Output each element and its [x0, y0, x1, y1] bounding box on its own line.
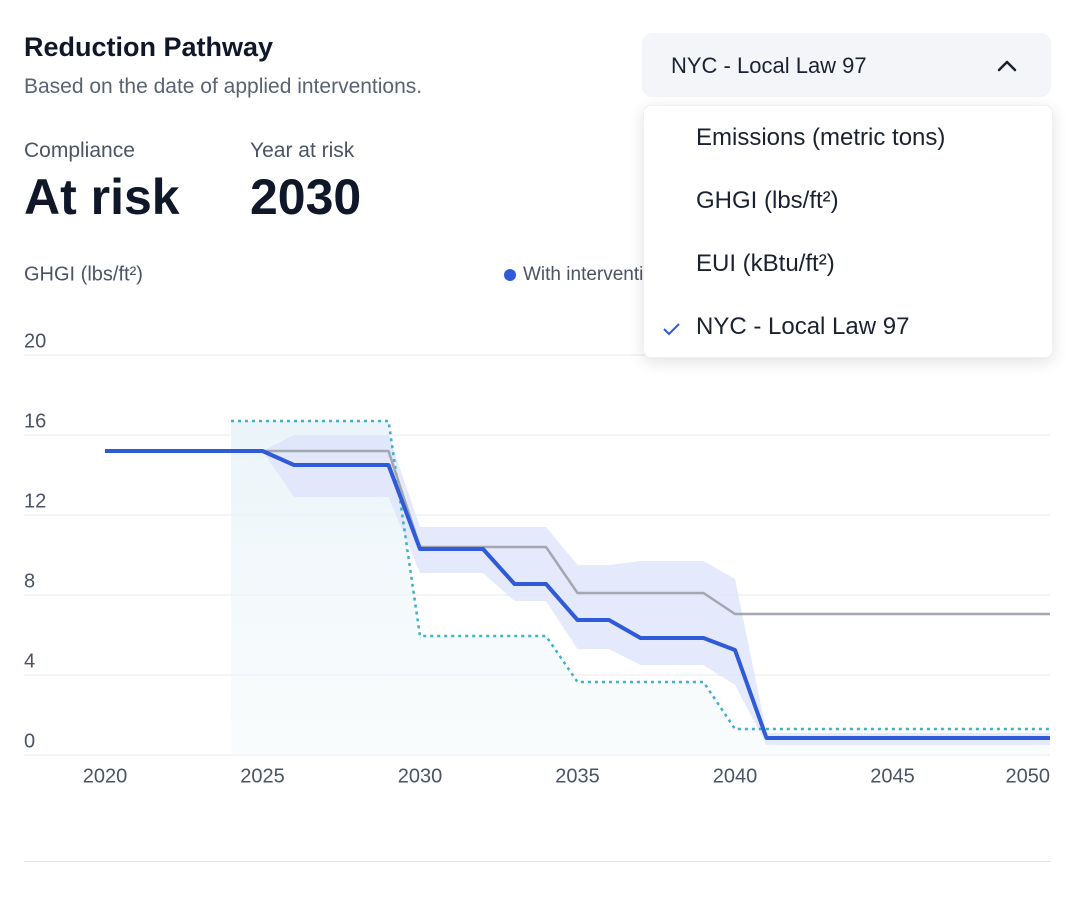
dropdown-option[interactable]: NYC - Local Law 97 [696, 313, 910, 340]
stat-value: At risk [24, 169, 180, 225]
x-tick-label: 2030 [398, 765, 443, 787]
uncertainty-band [262, 435, 1050, 745]
legend-label: With interventions [523, 264, 674, 285]
x-tick-label: 2020 [83, 765, 128, 787]
y-tick-label: 16 [24, 410, 46, 432]
y-tick-label: 12 [24, 490, 46, 512]
divider [24, 861, 1051, 862]
legend-marker [504, 269, 516, 281]
limit-area [231, 421, 1050, 755]
series-line [105, 449, 1050, 740]
x-tick-label: 2035 [555, 765, 600, 787]
dropdown-option[interactable]: Emissions (metric tons) [696, 124, 946, 151]
stat-value: 2030 [250, 169, 362, 225]
x-tick-label: 2025 [240, 765, 285, 787]
x-tick-label: 2050 [1006, 765, 1051, 787]
series-line [231, 419, 1050, 731]
title: Reduction Pathway [24, 32, 274, 62]
stat-label: Compliance [24, 139, 135, 162]
dropdown-option[interactable]: GHGI (lbs/ft²) [696, 187, 839, 214]
y-tick-label: 20 [24, 330, 46, 352]
y-tick-label: 8 [24, 570, 35, 592]
y-axis-label: GHGI (lbs/ft²) [24, 263, 143, 285]
series-line [105, 449, 1050, 616]
subtitle: Based on the date of applied interventio… [24, 75, 423, 98]
dropdown-option[interactable]: EUI (kBtu/ft²) [696, 250, 835, 277]
dropdown-button[interactable]: NYC - Local Law 97 [642, 33, 1051, 97]
dropdown-menu: Emissions (metric tons) GHGI (lbs/ft²) EUI… [643, 105, 1053, 358]
dropdown-selected: NYC - Local Law 97 [671, 53, 867, 78]
x-tick-label: 2045 [870, 765, 915, 787]
x-tick-label: 2040 [713, 765, 758, 787]
chevron [997, 60, 1017, 72]
stat-label: Year at risk [250, 139, 355, 162]
check-icon [663, 323, 680, 336]
y-tick-label: 4 [24, 650, 35, 672]
y-tick-label: 0 [24, 730, 35, 752]
